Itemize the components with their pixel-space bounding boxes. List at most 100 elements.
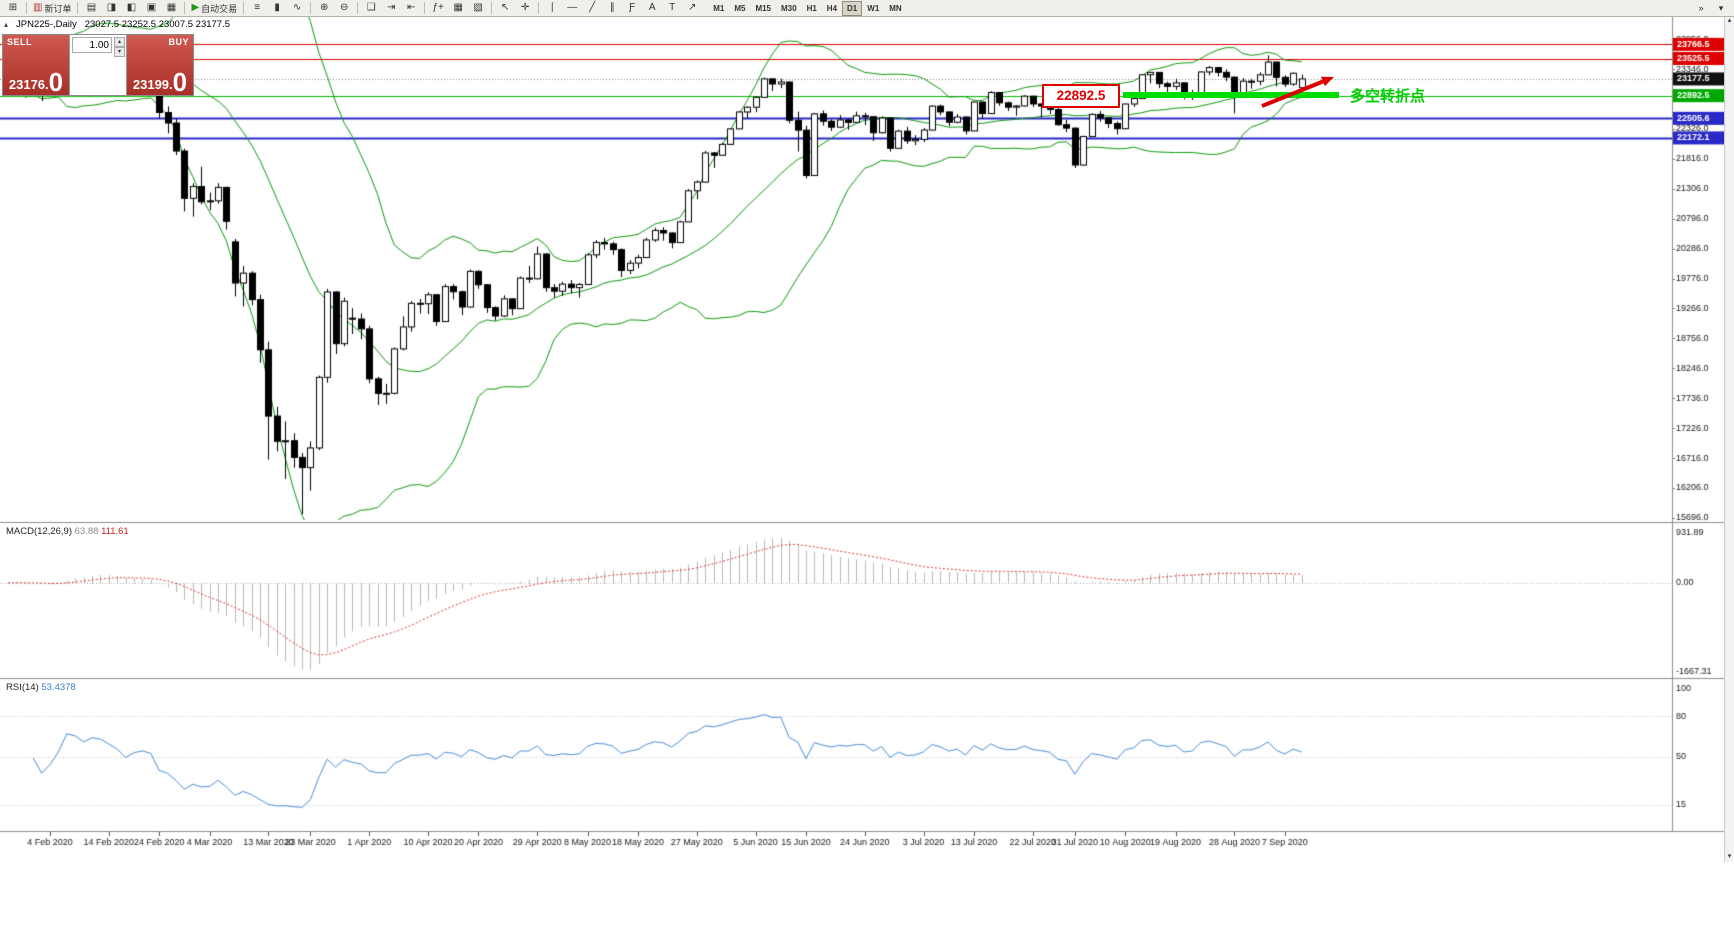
bar-chart-button[interactable]: ≡: [247, 1, 267, 16]
text-icon: A: [648, 2, 656, 13]
timeframe-h1-button[interactable]: H1: [806, 3, 817, 13]
customize-toolbar-icon[interactable]: ▾: [1718, 2, 1724, 13]
toolbar-separator: [424, 2, 426, 14]
line-chart-button[interactable]: ∿: [287, 1, 307, 16]
toolbar-separator: [310, 2, 312, 14]
autotrading-button[interactable]: ▶ 自动交易: [188, 1, 240, 16]
candlestick-chart-icon: ▮: [274, 2, 280, 13]
autotrading-icon: ▶: [191, 2, 200, 13]
text-label-button[interactable]: T: [662, 1, 682, 16]
equidistant-channel-button[interactable]: ∥: [602, 1, 622, 16]
one-click-toggle-icon[interactable]: ▴: [4, 20, 9, 29]
data-window-button[interactable]: ◨: [101, 1, 121, 16]
navigator-button[interactable]: ◧: [121, 1, 141, 16]
timeframe-d1-button[interactable]: D1: [842, 0, 863, 16]
chart-header: ▴ JPN225-,Daily 23027.5 23252.5 23007.5 …: [4, 19, 230, 30]
buy-price-main: 23199.: [132, 77, 173, 92]
arrows-icon: ↗: [687, 2, 697, 13]
rsi-label: RSI(14) 53.4378: [6, 682, 76, 693]
chart-canvas[interactable]: [0, 16, 1734, 938]
tile-windows-button[interactable]: ❏: [361, 1, 381, 16]
one-click-panel: SELL 23176.0 ▴ ▾ BUY 23199.0: [2, 34, 194, 96]
trendline-button[interactable]: ╱: [582, 1, 602, 16]
timeframe-mn-button[interactable]: MN: [889, 3, 902, 13]
zoom-in-button[interactable]: ⊕: [314, 1, 334, 16]
new-order-icon: ▥: [33, 2, 43, 13]
strategy-tester-button[interactable]: ▦: [161, 1, 181, 16]
buy-label: BUY: [168, 37, 189, 47]
rsi-value: 53.4378: [41, 682, 76, 693]
periods-icon: ▦: [453, 2, 463, 13]
text-button[interactable]: A: [642, 1, 662, 16]
volume-up-button[interactable]: ▴: [114, 37, 125, 47]
terminal-icon: ▣: [146, 2, 157, 13]
timeframe-m1-button[interactable]: M1: [713, 3, 725, 13]
zoom-out-icon: ⊖: [339, 2, 349, 13]
new-chart-button[interactable]: ⊞: [3, 1, 23, 16]
toolbar-separator: [357, 2, 359, 14]
vertical-line-button[interactable]: ∣: [542, 1, 562, 16]
fibonacci-button[interactable]: Ƒ: [622, 1, 642, 16]
timeframe-m30-button[interactable]: M30: [781, 3, 797, 13]
zoom-out-button[interactable]: ⊖: [334, 1, 354, 16]
chart-ohlc: 23027.5 23252.5 23007.5 23177.5: [84, 19, 231, 30]
market-watch-icon: ▤: [86, 2, 97, 13]
buy-price-big: 0: [172, 67, 188, 97]
rsi-name: RSI(14): [6, 682, 39, 693]
crosshair-button[interactable]: ✛: [515, 1, 535, 16]
price-alert-tag[interactable]: 22892.5: [1042, 84, 1120, 108]
sell-button[interactable]: SELL 23176.0: [3, 35, 69, 95]
toolbar-separator: [26, 2, 27, 14]
horizontal-line-button[interactable]: ―: [562, 1, 582, 16]
chart-shift-icon: ⇤: [406, 2, 416, 13]
turning-point-label[interactable]: 多空转折点: [1350, 88, 1426, 105]
terminal-button[interactable]: ▣: [141, 1, 161, 16]
zoom-in-icon: ⊕: [319, 2, 329, 13]
indicators-list-button[interactable]: ƒ+: [428, 1, 448, 16]
up-arrow-annotation[interactable]: [1256, 68, 1348, 114]
auto-scroll-icon: ⇥: [386, 2, 396, 13]
new-chart-icon: ⊞: [8, 2, 18, 13]
arrows-button[interactable]: ↗: [682, 1, 702, 16]
toolbar-overflow-icon[interactable]: »: [1698, 3, 1704, 13]
strategy-tester-icon: ▦: [166, 2, 177, 13]
toolbar-left-group: ⊞ ▥ 新订单 ▤ ◨ ◧ ▣ ▦ ▶ 自动交易 ≡ ▮ ∿ ⊕ ⊖ ❏ ⇥ ⇤ ƒ+ ▦ ▧ ↖ ✛ ∣ ― ╱ ∥ Ƒ A T ↗: [3, 1, 702, 16]
buy-button[interactable]: BUY 23199.0: [127, 35, 193, 95]
macd-label: MACD(12,26,9) 63.88 111.61: [6, 526, 129, 537]
scroll-down-icon[interactable]: ▾: [1727, 853, 1732, 860]
chart-shift-button[interactable]: ⇤: [401, 1, 421, 16]
toolbar-separator: [491, 2, 493, 14]
scroll-up-icon[interactable]: ▴: [1727, 17, 1732, 24]
vertical-line-icon: ∣: [549, 2, 555, 13]
toolbar-right-group: » ▾: [1691, 1, 1731, 16]
volume-input[interactable]: [72, 37, 112, 53]
buy-price: 23199.0: [127, 69, 193, 95]
new-order-label: 新订单: [44, 3, 72, 14]
market-watch-button[interactable]: ▤: [81, 1, 101, 16]
templates-button[interactable]: ▧: [468, 1, 488, 16]
macd-name: MACD(12,26,9): [6, 526, 72, 537]
volume-down-button[interactable]: ▾: [114, 47, 125, 57]
horizontal-line-icon: ―: [567, 2, 578, 13]
crosshair-icon: ✛: [520, 2, 530, 13]
new-order-button[interactable]: ▥ 新订单: [30, 1, 74, 16]
volume-box: ▴ ▾: [69, 35, 127, 95]
periods-button[interactable]: ▦: [448, 1, 468, 16]
timeframe-m5-button[interactable]: M5: [734, 3, 746, 13]
timeframe-m15-button[interactable]: M15: [755, 3, 771, 13]
cursor-icon: ↖: [500, 2, 510, 13]
chart-symbol-period: JPN225-,Daily: [16, 19, 77, 30]
auto-scroll-button[interactable]: ⇥: [381, 1, 401, 16]
support-zone-line[interactable]: [1123, 92, 1339, 98]
fibonacci-icon: Ƒ: [629, 2, 636, 13]
toolbar-separator: [184, 2, 186, 14]
sell-label: SELL: [7, 37, 33, 47]
cursor-button[interactable]: ↖: [495, 1, 515, 16]
candlestick-chart-button[interactable]: ▮: [267, 1, 287, 16]
timeframe-h4-button[interactable]: H4: [826, 3, 838, 13]
vertical-scrollbar[interactable]: ▴ ▾: [1724, 16, 1734, 862]
autotrading-label: 自动交易: [201, 3, 238, 14]
timeframe-w1-button[interactable]: W1: [867, 3, 880, 13]
sell-price-main: 23176.: [8, 77, 49, 92]
timeframe-toolbar: M1 M5 M15 M30 H1 H4 D1 W1 MN: [708, 0, 907, 16]
